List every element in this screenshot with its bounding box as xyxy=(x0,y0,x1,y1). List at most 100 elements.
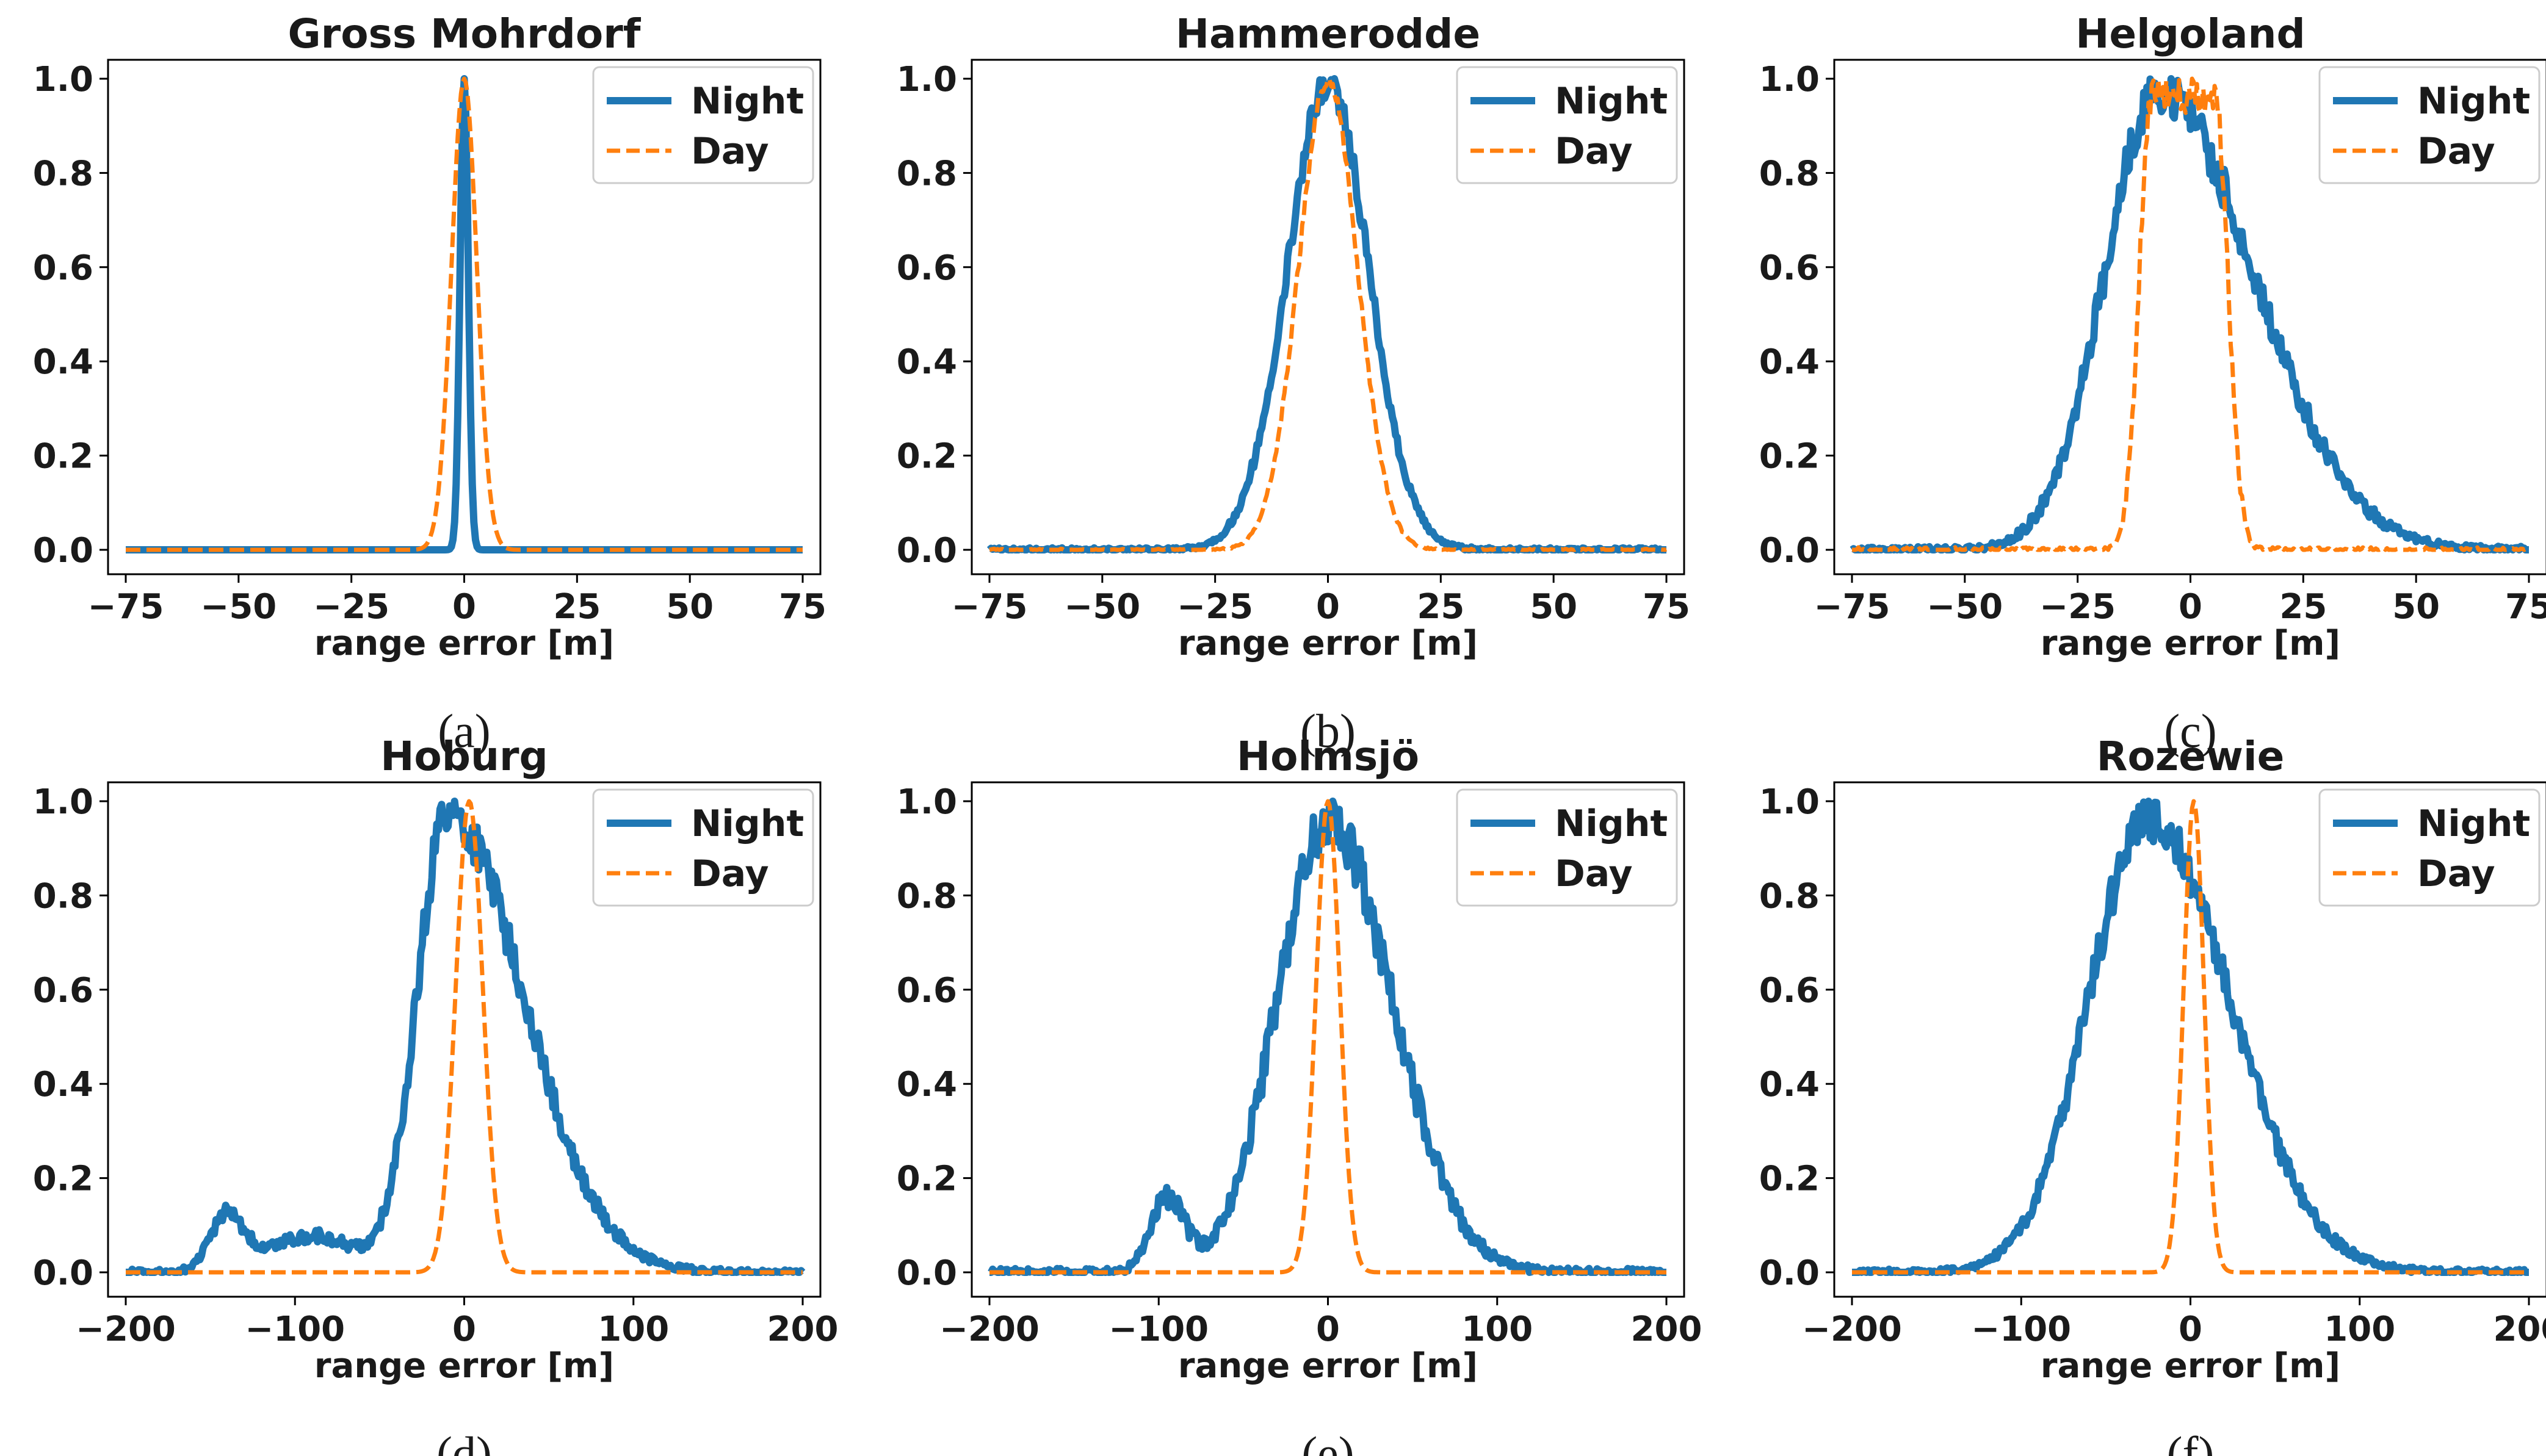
y-tick-label: 1.0 xyxy=(897,60,957,99)
legend-label-day: Day xyxy=(1555,852,1633,895)
y-tick-label: 0.8 xyxy=(1759,876,1820,916)
y-tick-label: 0.8 xyxy=(897,154,957,193)
legend-label-night: Night xyxy=(2417,80,2530,123)
legend-box xyxy=(2318,788,2541,907)
x-tick-label: 0 xyxy=(452,1310,476,1349)
x-tick-label: 75 xyxy=(779,587,826,627)
y-tick-label: 0.4 xyxy=(897,1065,957,1105)
legend-label-night: Night xyxy=(1555,802,1668,845)
legend: Night Day xyxy=(2318,788,2541,907)
x-tick-label: −75 xyxy=(88,587,164,627)
legend-box xyxy=(1456,66,1678,184)
x-tick-label: 200 xyxy=(2494,1310,2546,1349)
panel-title: Gross Mohrdorf xyxy=(288,10,641,57)
y-tick-label: 1.0 xyxy=(897,782,957,822)
y-tick-label: 0.6 xyxy=(897,971,957,1011)
legend-box xyxy=(1456,788,1678,907)
y-tick-label: 0.0 xyxy=(897,531,957,571)
y-tick-label: 0.8 xyxy=(33,154,93,193)
x-axis-label: range error [m] xyxy=(314,624,614,663)
x-tick-label: −200 xyxy=(939,1310,1040,1349)
y-tick-label: 1.0 xyxy=(33,60,93,99)
x-tick-label: 25 xyxy=(2279,587,2327,627)
y-tick-label: 0.0 xyxy=(33,1253,93,1293)
x-tick-label: 0 xyxy=(1316,1310,1340,1349)
panel-caption: (e) xyxy=(1301,1427,1354,1456)
x-tick-label: 0 xyxy=(2179,1310,2202,1349)
y-tick-label: 0.4 xyxy=(33,342,93,382)
y-tick-label: 0.4 xyxy=(1759,1065,1820,1105)
x-tick-label: 0 xyxy=(452,587,476,627)
chart-panel-a: Gross Mohrdorf −75 −50 −25 0 25 50 75 0.0 0.2 0.4 0… xyxy=(33,10,826,757)
x-tick-label: 200 xyxy=(767,1310,839,1349)
x-tick-label: −50 xyxy=(1064,587,1140,627)
legend-label-night: Night xyxy=(1555,80,1668,123)
series-line-night xyxy=(1850,798,2531,1276)
y-tick-label: 1.0 xyxy=(1759,60,1820,99)
x-tick-label: 200 xyxy=(1631,1310,1702,1349)
x-tick-label: −25 xyxy=(1177,587,1253,627)
chart-panel-b: Hammerodde −75 −50 −25 0 25 50 75 0.0 0.2 0.4 0.6 0.… xyxy=(897,10,1690,757)
y-tick-label: 0.8 xyxy=(33,876,93,916)
chart-panel-e: Holmsjö −200 −100 0 100 200 0.0 0.2 0.4 0.6 0.8 1.0… xyxy=(897,733,1702,1456)
x-tick-label: −100 xyxy=(1971,1310,2071,1349)
legend: Night Day xyxy=(2318,66,2541,184)
y-tick-label: 0.0 xyxy=(1759,531,1820,571)
x-axis-label: range error [m] xyxy=(2041,1346,2340,1386)
x-tick-label: 25 xyxy=(1417,587,1464,627)
panel-title: Rozewie xyxy=(2097,733,2285,780)
panel-caption: (c) xyxy=(2164,704,2217,757)
panel-caption: (a) xyxy=(438,704,491,757)
series-line-day xyxy=(125,799,803,1275)
x-tick-label: 25 xyxy=(553,587,601,627)
x-axis-label: range error [m] xyxy=(314,1346,614,1386)
x-tick-label: −25 xyxy=(313,587,389,627)
legend-label-day: Day xyxy=(2417,852,2495,895)
y-tick-label: 0.6 xyxy=(897,248,957,288)
legend: Night Day xyxy=(1456,66,1678,184)
panel-title: Hammerodde xyxy=(1176,10,1480,57)
y-tick-label: 0.2 xyxy=(1759,437,1820,477)
legend-label-night: Night xyxy=(691,80,804,123)
y-tick-label: 0.2 xyxy=(1759,1159,1820,1199)
chart-panel-f: Rozewie −200 −100 0 100 200 0.0 0.2 0.4 0.6 0.8 1.0… xyxy=(1759,733,2546,1456)
legend-box xyxy=(592,788,814,907)
x-tick-label: 50 xyxy=(1530,587,1577,627)
chart-panel-d: Hoburg −200 −100 0 100 200 0.0 0.2 0.4 0.6 0.8 1.0 r… xyxy=(33,733,839,1456)
y-tick-label: 0.2 xyxy=(897,437,957,477)
y-tick-label: 1.0 xyxy=(1759,782,1820,822)
y-tick-label: 0.6 xyxy=(33,248,93,288)
panel-caption: (f) xyxy=(2167,1427,2215,1456)
legend-box xyxy=(2318,66,2541,184)
y-tick-label: 0.8 xyxy=(1759,154,1820,193)
y-tick-label: 0.6 xyxy=(33,971,93,1011)
chart-panel-c: Helgoland −75 −50 −25 0 25 50 75 0.0 0.2 0.4 0.6 0.8… xyxy=(1759,10,2546,757)
legend: Night Day xyxy=(592,788,814,907)
x-tick-label: 100 xyxy=(2324,1310,2395,1349)
panel-title: Hoburg xyxy=(380,733,548,780)
panel-title: Helgoland xyxy=(2075,10,2306,57)
x-tick-label: −100 xyxy=(1108,1310,1209,1349)
x-tick-label: 100 xyxy=(598,1310,669,1349)
panel-caption: (d) xyxy=(436,1427,492,1456)
x-tick-label: 100 xyxy=(1461,1310,1533,1349)
x-tick-label: 0 xyxy=(1316,587,1340,627)
legend-label-day: Day xyxy=(2417,130,2495,173)
x-tick-label: −200 xyxy=(76,1310,176,1349)
panel-title: Holmsjö xyxy=(1237,733,1419,780)
y-tick-label: 0.4 xyxy=(33,1065,93,1105)
legend-label-day: Day xyxy=(691,130,769,173)
y-tick-label: 0.6 xyxy=(1759,971,1820,1011)
legend-label-day: Day xyxy=(1555,130,1633,173)
series-line-day xyxy=(1851,76,2530,552)
legend-label-night: Night xyxy=(2417,802,2530,845)
x-axis-label: range error [m] xyxy=(1178,1346,1478,1386)
x-tick-label: 50 xyxy=(666,587,714,627)
series-line-day xyxy=(125,76,803,552)
series-line-day xyxy=(1851,799,2530,1275)
legend: Night Day xyxy=(592,66,814,184)
x-tick-label: 75 xyxy=(1643,587,1690,627)
y-tick-label: 0.0 xyxy=(33,531,93,571)
x-axis-label: range error [m] xyxy=(2041,624,2340,663)
x-tick-label: −25 xyxy=(2039,587,2116,627)
